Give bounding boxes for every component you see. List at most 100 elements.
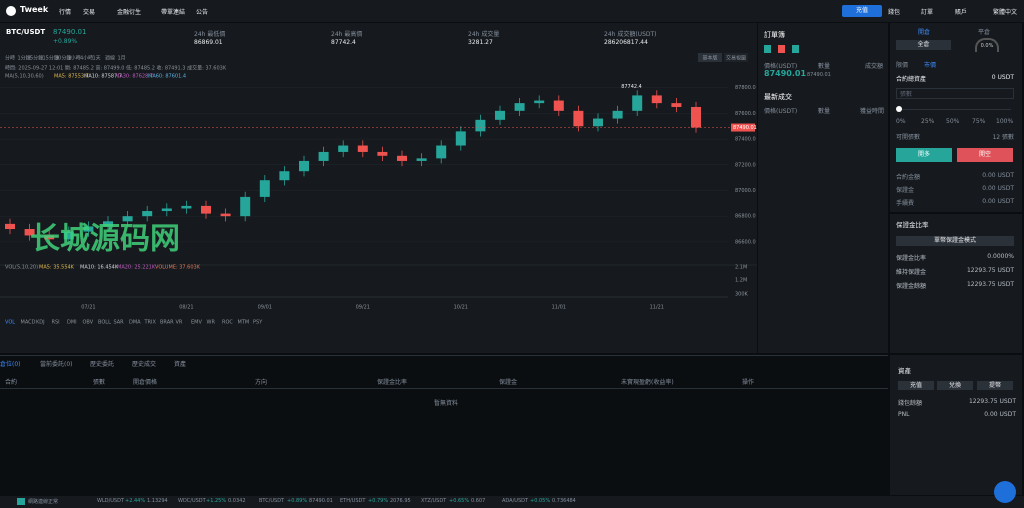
candle-body: [691, 106, 701, 128]
indicator-tab[interactable]: VOL: [5, 320, 15, 326]
sell-button[interactable]: 開空: [957, 148, 1013, 162]
chat-button[interactable]: [994, 481, 1016, 503]
indicator-tab[interactable]: SAR: [114, 320, 125, 326]
assets-panel: [890, 355, 1022, 495]
footer-pair[interactable]: BTC/USDT: [259, 498, 285, 504]
footer-pair[interactable]: ADA/USDT: [502, 498, 529, 504]
nav-item[interactable]: 行情: [59, 9, 72, 16]
nav-item[interactable]: 帶單連結: [161, 9, 186, 16]
indicator-tab[interactable]: OBV: [83, 320, 94, 326]
position-tab[interactable]: 倉位(0): [0, 361, 21, 368]
position-tab[interactable]: 歷史委託: [90, 361, 115, 368]
indicator-tab[interactable]: PSY: [253, 320, 263, 326]
candle-body: [573, 110, 584, 127]
candle-body: [651, 95, 662, 104]
nav-item[interactable]: 賬戶: [955, 9, 968, 16]
timeframe[interactable]: 週線: [105, 55, 115, 62]
asset-button[interactable]: 提幣: [977, 381, 1013, 390]
x-tick-label: 11/01: [552, 305, 566, 311]
logo: Tweek: [20, 5, 49, 14]
indicator-tab[interactable]: DMA: [129, 320, 141, 326]
footer-price: 87490.01: [309, 498, 333, 504]
timeframe[interactable]: 1月: [118, 56, 126, 62]
timeframe[interactable]: 5分鐘: [30, 55, 43, 62]
tab[interactable]: 開倉: [918, 29, 931, 36]
tab[interactable]: 平倉: [978, 29, 991, 36]
indicator-tab[interactable]: MTM: [238, 320, 250, 326]
indicator-tab[interactable]: BRAR: [160, 320, 174, 326]
order-book-title: 訂單簿: [764, 31, 785, 39]
stat-label: 24h 最低價: [194, 31, 226, 38]
candle-body: [103, 221, 113, 227]
indicator-tab[interactable]: BOLL: [98, 320, 111, 326]
book-view-icon[interactable]: [764, 45, 771, 53]
candle-body: [142, 211, 153, 217]
indicator-tab[interactable]: KDJ: [36, 320, 45, 326]
stat-value: 286206817.44: [604, 39, 648, 46]
divider: [890, 212, 1022, 214]
footer-pair[interactable]: ETH/USDT: [340, 498, 366, 504]
ratio-value: 12293.75 USDT: [966, 267, 1014, 274]
position-tab[interactable]: 資產: [174, 361, 187, 368]
slider-knob[interactable]: [896, 106, 902, 112]
candle-body: [299, 160, 309, 172]
timeframe[interactable]: 15分鐘: [43, 55, 59, 62]
timeframe[interactable]: 30分鐘: [55, 55, 71, 62]
margin-mode-button[interactable]: 全倉: [896, 40, 951, 50]
timeframe[interactable]: 1分鐘: [18, 55, 31, 62]
indicator-tab[interactable]: EMV: [191, 320, 202, 326]
candle-body: [397, 155, 407, 161]
gauge: 0.0%: [975, 38, 999, 52]
trade-panel: [890, 23, 1022, 353]
volume-axis-label: 1.2M: [735, 278, 747, 284]
order-type[interactable]: 限價: [896, 62, 909, 69]
asset-button[interactable]: 兌換: [937, 381, 973, 390]
footer-pair[interactable]: WLD/USDT: [97, 498, 125, 504]
buy-button[interactable]: 開多: [896, 148, 952, 162]
asset-button[interactable]: 充值: [898, 381, 934, 390]
nav-item[interactable]: 錢包: [888, 9, 901, 16]
indicator-tab[interactable]: TRIX: [144, 320, 157, 326]
timeframe[interactable]: 分時: [5, 55, 15, 62]
indicator-tab[interactable]: VR: [176, 320, 183, 326]
indicator-tab[interactable]: WR: [207, 320, 216, 326]
timeframe[interactable]: 1天: [93, 56, 101, 62]
view-button[interactable]: 交易視圖: [726, 55, 746, 62]
nav-item[interactable]: 訂單: [921, 9, 934, 16]
candle-body: [44, 235, 55, 240]
book-price: 87490.01: [764, 69, 807, 78]
candle-body: [318, 151, 329, 161]
footer-change: +0.79%: [368, 498, 389, 504]
deposit-button[interactable]: 充值: [842, 5, 882, 17]
indicator-tab[interactable]: ROC: [222, 320, 233, 326]
y-tick-label: 86800.0: [735, 214, 756, 220]
timeframe[interactable]: 4小時: [80, 55, 93, 62]
ratio-mode-button[interactable]: 單幣保證金模式: [896, 236, 1014, 246]
stat-value: 86869.01: [194, 39, 223, 46]
last-price-label: 87490.01: [733, 125, 757, 131]
chart-panel: [0, 23, 757, 353]
ratio-value: 12293.75 USDT: [966, 281, 1014, 288]
order-type[interactable]: 市價: [924, 62, 937, 69]
nav-item[interactable]: 公告: [196, 9, 209, 16]
position-tab[interactable]: 歷史成交: [132, 361, 157, 368]
book-view-icon[interactable]: [792, 45, 799, 53]
candle-body: [671, 103, 682, 107]
amount-input[interactable]: 張數: [896, 88, 1014, 99]
position-tab[interactable]: 當前委託(0): [40, 361, 73, 368]
book-view-icon[interactable]: [778, 45, 785, 53]
timeframe[interactable]: 1小時: [68, 55, 81, 62]
view-button[interactable]: 基本版: [702, 55, 717, 62]
footer-pair[interactable]: WDC/USDT: [178, 498, 206, 504]
language[interactable]: 繁體中文: [993, 9, 1018, 16]
footer-change: +1.25%: [206, 498, 227, 504]
asset-label: PNL: [898, 411, 910, 418]
indicator-tab[interactable]: MACD: [21, 320, 36, 326]
candle-body: [279, 171, 290, 181]
footer-pair[interactable]: XTZ/USDT: [421, 498, 447, 504]
indicator-tab[interactable]: DMI: [67, 320, 77, 326]
nav-item[interactable]: 金融衍生: [117, 9, 142, 16]
nav-item[interactable]: 交易: [83, 9, 96, 16]
indicator-tab[interactable]: RSI: [52, 320, 60, 326]
ratio-label: 維持保證金: [896, 269, 927, 276]
